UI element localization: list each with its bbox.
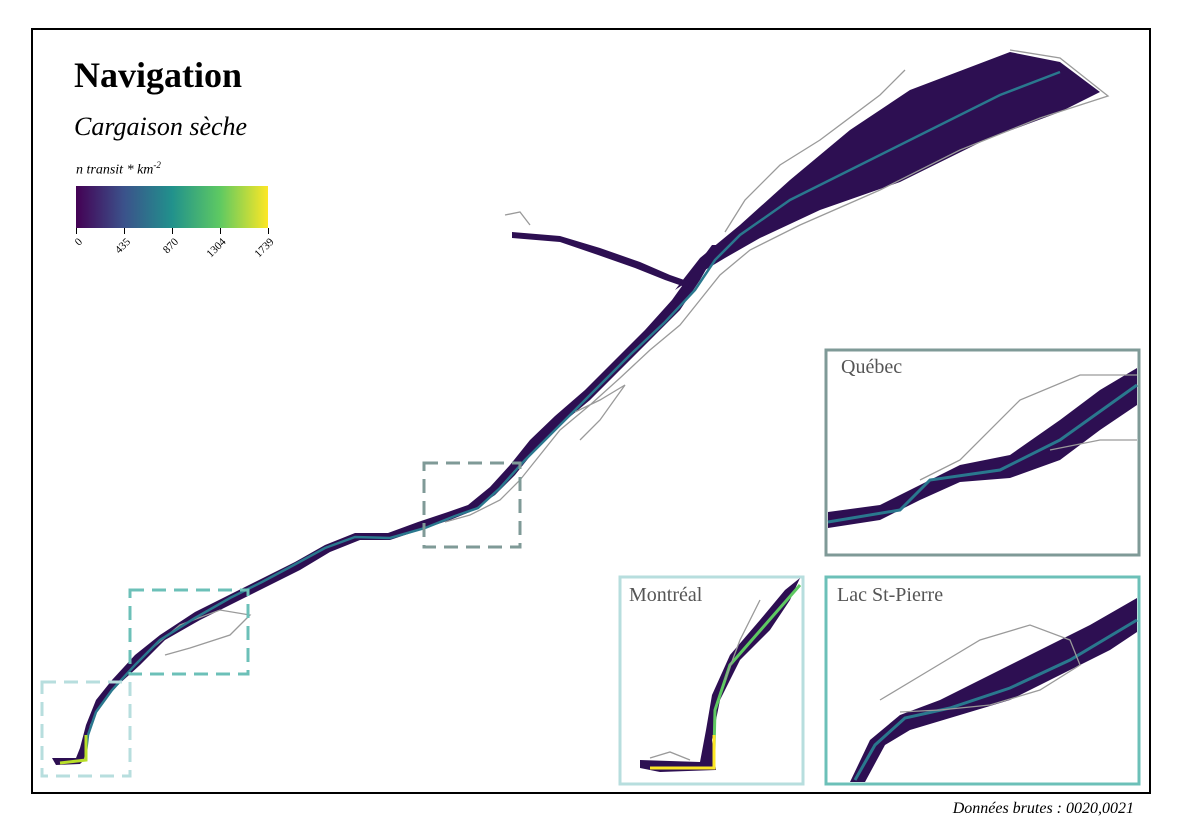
inset-label-quebec: Québec: [841, 356, 903, 378]
legend-tick: [172, 228, 173, 234]
legend-tick: [76, 228, 77, 234]
inset-label-montreal: Montréal: [629, 584, 703, 606]
montreal-inset: [618, 575, 805, 786]
map-title: Navigation: [74, 55, 243, 95]
legend-tick: [220, 228, 221, 234]
map-frame: [31, 28, 1151, 794]
inset-label-lac-st-pierre: Lac St-Pierre: [837, 584, 944, 606]
montreal-extent-box: [40, 680, 132, 778]
legend-colorbar: [76, 186, 268, 228]
legend-title: n transit * km-2: [76, 160, 161, 179]
data-source: Données brutes : 0020,0021: [952, 800, 1134, 817]
lacstpierre-inset: [824, 575, 1141, 786]
montreal-high-density: [59, 735, 88, 765]
legend-title-text: n transit * km: [76, 162, 154, 178]
saguenay-density: [512, 232, 690, 288]
quebec-extent-box: [422, 461, 522, 549]
coastline: [149, 49, 1110, 656]
lacstpierre-extent-box: [128, 588, 250, 676]
legend-tick: [268, 228, 269, 234]
estuary-density: [675, 52, 1100, 290]
legend-tick: [124, 228, 125, 234]
legend-title-exponent: -2: [153, 160, 161, 170]
quebec-inset: [824, 348, 1141, 557]
shipping-channel: [84, 70, 1061, 753]
map-subtitle: Cargaison sèche: [74, 112, 248, 141]
